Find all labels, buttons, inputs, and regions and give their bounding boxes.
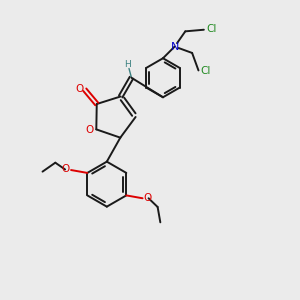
- Text: Cl: Cl: [206, 24, 217, 34]
- Text: N: N: [170, 42, 179, 52]
- Text: O: O: [144, 193, 152, 203]
- Text: Cl: Cl: [201, 66, 211, 76]
- Text: O: O: [75, 84, 83, 94]
- Text: O: O: [85, 125, 94, 135]
- Text: H: H: [124, 60, 131, 69]
- Text: O: O: [61, 164, 70, 174]
